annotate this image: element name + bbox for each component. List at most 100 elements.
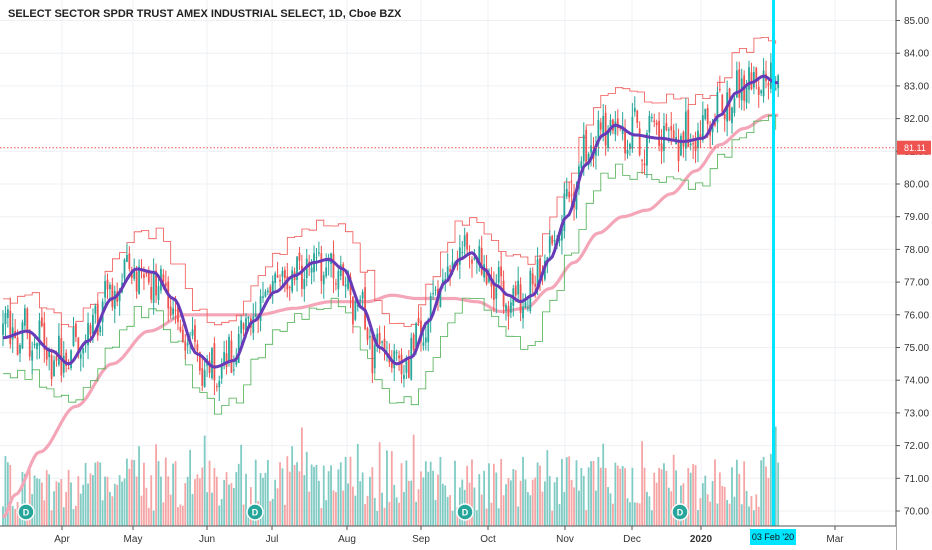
- candle-body: [449, 268, 452, 272]
- volume-bar: [318, 480, 320, 526]
- volume-bar: [386, 450, 388, 526]
- candle-body: [638, 128, 641, 156]
- candle-body: [641, 159, 643, 161]
- volume-bar: [116, 484, 119, 526]
- candle-body: [590, 145, 592, 153]
- volume-bar: [638, 503, 641, 526]
- candle-body: [89, 325, 92, 335]
- candle-body: [624, 127, 626, 154]
- volume-bar: [556, 477, 558, 526]
- candle-body: [655, 122, 658, 126]
- dividend-marker[interactable]: D: [456, 503, 474, 521]
- time-axis-background[interactable]: [0, 526, 896, 550]
- volume-bar: [468, 482, 471, 526]
- candle-body: [403, 375, 405, 379]
- candle-body: [551, 236, 554, 244]
- candle-body: [548, 236, 551, 253]
- candle-body: [237, 334, 240, 363]
- volume-bar: [109, 491, 111, 526]
- candle-body: [429, 295, 432, 321]
- volume-bar: [305, 451, 308, 526]
- candle-body: [281, 270, 284, 277]
- candle-body: [376, 333, 379, 345]
- volume-bar: [390, 451, 393, 526]
- candle-body: [607, 132, 609, 148]
- volume-bar: [330, 465, 332, 526]
- volume-bar: [92, 475, 94, 526]
- volume-bar: [716, 503, 719, 526]
- volume-bar: [522, 456, 524, 526]
- candle-body: [371, 334, 374, 374]
- volume-bar: [228, 484, 230, 526]
- candle-body: [536, 259, 539, 289]
- volume-bar: [439, 456, 442, 526]
- volume-bar: [777, 462, 780, 526]
- volume-bar: [203, 435, 206, 526]
- volume-bar: [220, 499, 223, 526]
- volume-bar: [405, 460, 408, 526]
- volume-bar: [743, 461, 746, 526]
- candle-body: [587, 153, 590, 165]
- volume-bar: [106, 476, 109, 526]
- candle-body: [291, 270, 294, 292]
- candle-body: [332, 253, 335, 279]
- volume-bar: [575, 460, 578, 526]
- candle-body: [359, 299, 362, 302]
- candle-body: [682, 131, 685, 147]
- candle-body: [731, 107, 733, 124]
- volume-bar: [478, 474, 481, 526]
- candle-body: [539, 258, 541, 278]
- candle-body: [653, 120, 656, 122]
- candle-body: [415, 323, 417, 348]
- candle-body: [106, 279, 109, 290]
- candle-body: [658, 120, 660, 146]
- candle-body: [553, 239, 556, 242]
- candle-body: [570, 194, 573, 196]
- volume-bar: [631, 467, 634, 526]
- volume-bar: [218, 505, 221, 526]
- dividend-badge: [671, 503, 689, 521]
- candle-body: [152, 272, 155, 303]
- candle-body: [704, 108, 707, 120]
- volume-bar: [599, 467, 602, 526]
- volume-bar: [582, 475, 585, 526]
- candle-body: [390, 362, 393, 368]
- candle-body: [150, 286, 153, 300]
- volume-bar: [692, 464, 695, 526]
- volume-bar: [121, 481, 123, 526]
- volume-bar: [660, 469, 663, 526]
- dividend-marker[interactable]: D: [17, 503, 35, 521]
- candle-body: [19, 345, 21, 354]
- volume-bar: [254, 459, 257, 526]
- dividend-badge: [246, 503, 264, 521]
- dividend-label: D: [252, 508, 259, 518]
- volume-bar: [648, 496, 651, 526]
- volume-bar: [344, 456, 347, 526]
- volume-bar: [658, 467, 660, 526]
- candle-body: [269, 286, 272, 299]
- volume-bar: [410, 480, 413, 526]
- candle-body: [325, 267, 328, 277]
- candle-body: [320, 253, 323, 282]
- candle-body: [446, 266, 449, 281]
- volume-bar: [602, 443, 605, 526]
- volume-bar: [335, 492, 337, 526]
- volume-bar: [762, 456, 765, 526]
- candle-body: [65, 352, 68, 366]
- volume-bar: [150, 475, 153, 526]
- volume-bar: [196, 474, 199, 526]
- volume-bar: [286, 456, 289, 526]
- volume-bar: [731, 467, 733, 526]
- dividend-marker[interactable]: D: [246, 503, 264, 521]
- volume-bar: [444, 485, 447, 526]
- volume-bar: [123, 478, 126, 526]
- candle-body: [162, 274, 165, 283]
- dividend-marker[interactable]: D: [671, 503, 689, 521]
- candle-body: [716, 92, 719, 123]
- price-axis-background[interactable]: [896, 0, 932, 550]
- candle-body: [181, 329, 184, 343]
- volume-bar: [709, 501, 712, 526]
- volume-bar: [376, 510, 379, 526]
